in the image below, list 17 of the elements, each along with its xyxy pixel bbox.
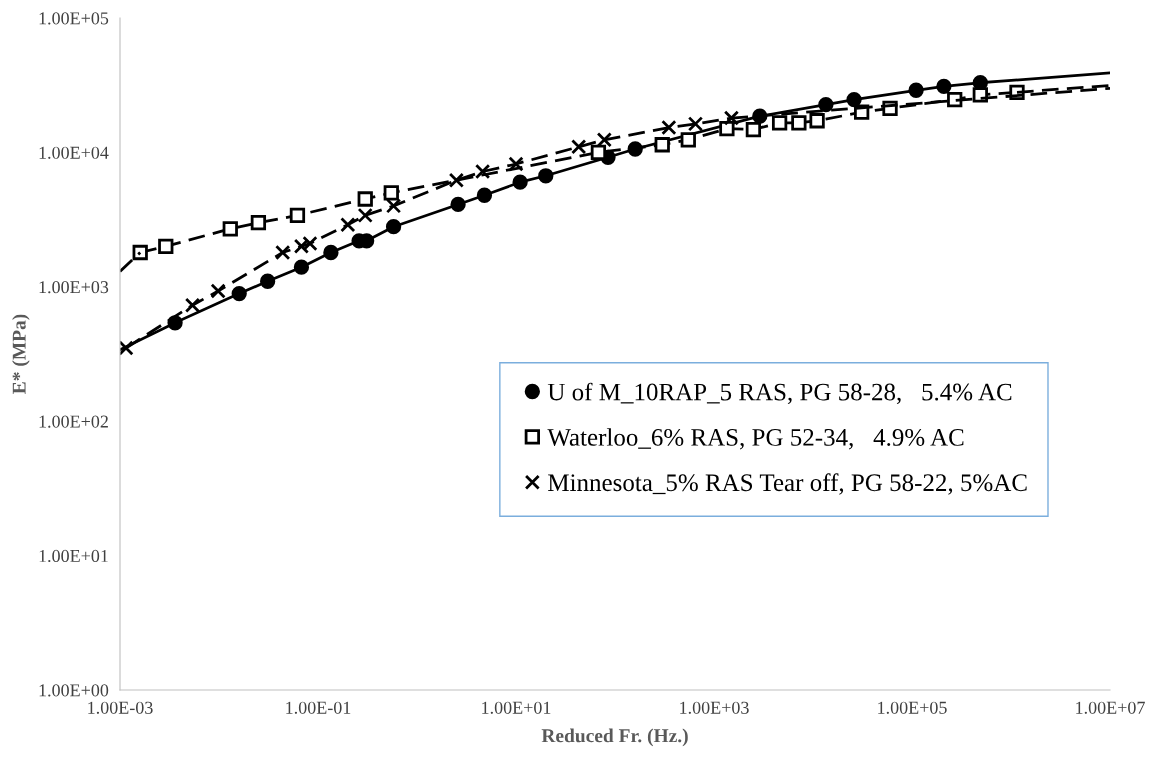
y-tick-label: 1.00E+01 xyxy=(39,549,108,563)
y-tick-label: 1.00E+04 xyxy=(39,146,109,159)
x-tick-label: 1.00E-01 xyxy=(286,701,351,714)
legend-label: U of M_10RAP_5 RAS, PG 58-28, 5.4% AC xyxy=(547,382,1012,405)
legend-label: Minnesota_5% RAS Tear off, PG 58-22, 5%AC xyxy=(548,473,1027,495)
y-tick-label: 1.00E+03 xyxy=(39,281,109,294)
x-tick-label: 1.00E+05 xyxy=(878,701,947,714)
x-axis-title: Reduced Fr. (Hz.) xyxy=(541,728,688,747)
y-tick-label: 1.00E+00 xyxy=(39,684,109,697)
legend-label: Waterloo_6% RAS, PG 52-34, 4.9% AC xyxy=(547,428,964,450)
x-tick-label: 1.00E-03 xyxy=(88,701,153,714)
y-axis-title: E* (MPa) xyxy=(12,314,30,394)
y-tick-label: 1.00E+02 xyxy=(39,415,108,428)
y-tick-label: 1.00E+05 xyxy=(39,12,109,25)
x-tick-label: 1.00E+01 xyxy=(482,701,551,714)
x-tick-label: 1.00E+07 xyxy=(1076,701,1145,714)
x-tick-label: 1.00E+03 xyxy=(680,701,749,714)
